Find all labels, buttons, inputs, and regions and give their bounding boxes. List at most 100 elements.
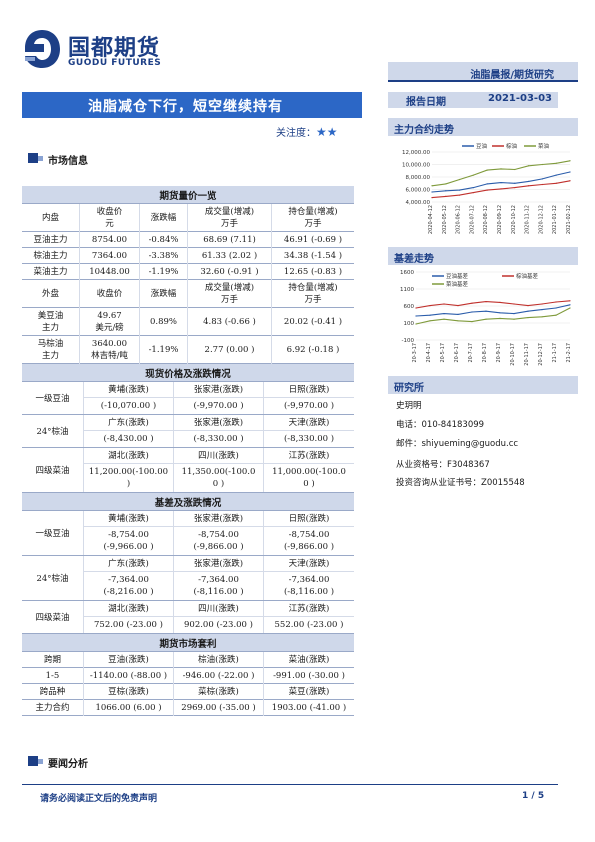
data-point: [555, 162, 557, 164]
page-number: 1 / 5: [522, 791, 545, 801]
data-point: [486, 169, 488, 171]
data-point: [541, 309, 543, 311]
data-point: [485, 310, 487, 312]
analyst-advisor-cert: 投资咨询从业证书号：Z0015548: [396, 478, 525, 488]
table-row: 湖北(涨跌) 四川(涨跌) 江苏(涨跌): [84, 601, 354, 617]
basis-trend-chart: -100 100 600 1100 1600 20-3-17 20-4-17 20-5-17 2…: [400, 270, 572, 366]
data-point: [445, 183, 447, 185]
data-point: [457, 305, 459, 307]
table-cell: 主力合约: [22, 700, 84, 716]
data-point: [527, 305, 529, 307]
spot-group: 一级豆油 黄埔(涨跌) 张家港(涨跌) 日照(涨跌) (-10,070.00 ) (-9,…: [22, 382, 354, 415]
data-point: [513, 303, 515, 305]
data-point: [459, 178, 461, 181]
spot-group: 24°棕油 广东(涨跌) 张家港(涨跌) 天津(涨跌) (-8,430.00 ) (-8,…: [22, 415, 354, 448]
table-cell: -1.19%: [140, 336, 188, 364]
legend-label: 菜油基差: [446, 280, 469, 288]
data-point: [569, 300, 571, 302]
table-cell: -0.84%: [140, 232, 188, 248]
data-point: [499, 312, 501, 314]
table-cell: 6.92 (-0.18 ): [286, 345, 340, 355]
table-cell: 1-5: [22, 668, 84, 684]
location-cell: 日照(涨跌): [288, 385, 330, 395]
table-row: -8,754.00 (-9,966.00 ) -8,754.00 (-9,866.00…: [84, 527, 354, 555]
table-cell: 4.83 (-0.66 ): [188, 308, 272, 336]
basis-cell: -7,364.00 (-8,116.00 ): [174, 572, 264, 600]
basis-group: 四级菜油 湖北(涨跌) 四川(涨跌) 江苏(涨跌) 752.00 (-23.00 ) 90…: [22, 601, 354, 634]
data-point: [486, 183, 488, 185]
table-cell: 收盘价: [80, 280, 140, 308]
x-tick-label: 2021-01-12: [552, 205, 558, 234]
table-cell: -991.00 (-30.00 ): [273, 671, 345, 681]
table-cell: -946.00 (-22.00 ): [174, 668, 264, 684]
table-cell: 外盘: [22, 280, 80, 308]
data-point: [485, 318, 487, 320]
table-cell: -1.19%: [140, 264, 188, 280]
legend-label: 棕油基差: [516, 272, 539, 280]
data-point: [457, 313, 459, 315]
report-title: 油脂减仓下行，短空继续持有: [22, 92, 362, 118]
price-cell: 11,350.00(-100.0 0 ): [174, 464, 264, 492]
data-point: [443, 313, 445, 315]
table-cell: 2969.00 (-35.00 ): [174, 700, 264, 716]
table-cell: 34.38 (-1.54 ): [283, 251, 343, 261]
table-row: 湖北(涨跌) 四川(涨跌) 江苏(涨跌): [84, 448, 354, 464]
x-tick-label: 2020-07-12: [469, 205, 475, 234]
y-tick-label: 100: [404, 321, 415, 327]
x-tick-label: 20-7-17: [468, 343, 474, 363]
table-cell: 美豆油 主力: [22, 308, 80, 336]
x-tick-label: 2020-08-12: [483, 205, 489, 234]
analyst-email[interactable]: 邮件：shiyueming@guodu.cc: [396, 439, 519, 449]
x-tick-label: 2020-06-12: [456, 205, 462, 234]
data-point: [500, 168, 502, 170]
data-point: [569, 180, 571, 182]
basis-cell: -8,754.00 (-9,866.00 ): [283, 530, 335, 552]
x-tick-label: 20-12-17: [538, 343, 544, 366]
table-cell: 3640.00 林吉特/吨: [80, 336, 140, 364]
x-tick-label: 20-9-17: [496, 343, 502, 363]
data-point: [429, 314, 431, 316]
footer-divider: [22, 784, 558, 785]
spot-group-label: 24°棕油: [22, 415, 84, 447]
location-cell: 四川(涨跌): [174, 448, 264, 464]
data-point: [499, 317, 501, 319]
location-cell: 张家港(涨跌): [174, 511, 264, 527]
table-cell: 豆油(涨跌): [84, 652, 174, 668]
table-row: 广东(涨跌) 张家港(涨跌) 天津(涨跌): [84, 556, 354, 572]
data-point: [415, 323, 417, 325]
x-tick-label: 20-11-17: [524, 343, 530, 366]
spot-group-cells: 黄埔(涨跌) 张家港(涨跌) 日照(涨跌) (-10,070.00 ) (-9,970.…: [84, 382, 354, 414]
table-cell: 成交量(增减) 万手: [188, 204, 272, 232]
data-point: [443, 318, 445, 320]
data-point: [500, 182, 502, 184]
series-line-0: [415, 304, 571, 317]
location-cell: 湖北(涨跌): [84, 448, 174, 464]
table-cell: 收盘价元: [80, 204, 140, 232]
basis-cell: -8,754.00 (-9,966.00 ): [84, 527, 174, 555]
x-tick-label: 2020-11-12: [525, 205, 531, 234]
table-row: (-10,070.00 ) (-9,970.00 ) (-9,970.00 ): [84, 398, 354, 414]
data-point: [472, 174, 474, 176]
section-square-icon: [28, 756, 43, 766]
data-point: [528, 180, 530, 182]
table-row: -7,364.00 (-8,216.00 ) -7,364.00 (-8,116.00…: [84, 572, 354, 600]
data-point: [555, 307, 557, 309]
data-point: [486, 189, 488, 191]
table-cell: 61.33 (2.02 ): [188, 248, 272, 264]
y-tick-label: 6,000.00: [406, 188, 431, 194]
main-contract-trend-chart: 4,000.00 6,000.00 8,000.00 10,000.00 12,000.…: [402, 142, 572, 234]
data-point: [472, 187, 474, 189]
location-cell: 天津(涨跌): [288, 559, 330, 569]
attention-level: 关注度：★★: [276, 124, 338, 139]
table-cell: 豆油主力: [22, 232, 80, 248]
data-point: [527, 317, 529, 319]
basis-trend-heading: 基差走势: [388, 247, 578, 265]
data-point: [514, 168, 516, 171]
table-cell: 跨品种: [22, 684, 84, 700]
data-point: [499, 301, 501, 303]
y-tick-label: 10,000.00: [402, 163, 430, 169]
location-cell: 天津(涨跌): [288, 418, 330, 428]
x-tick-label: 2021-02-12: [566, 205, 572, 234]
table-cell: 46.91 (-0.69 ): [283, 235, 343, 245]
x-tick-label: 2020-12-12: [538, 205, 544, 234]
